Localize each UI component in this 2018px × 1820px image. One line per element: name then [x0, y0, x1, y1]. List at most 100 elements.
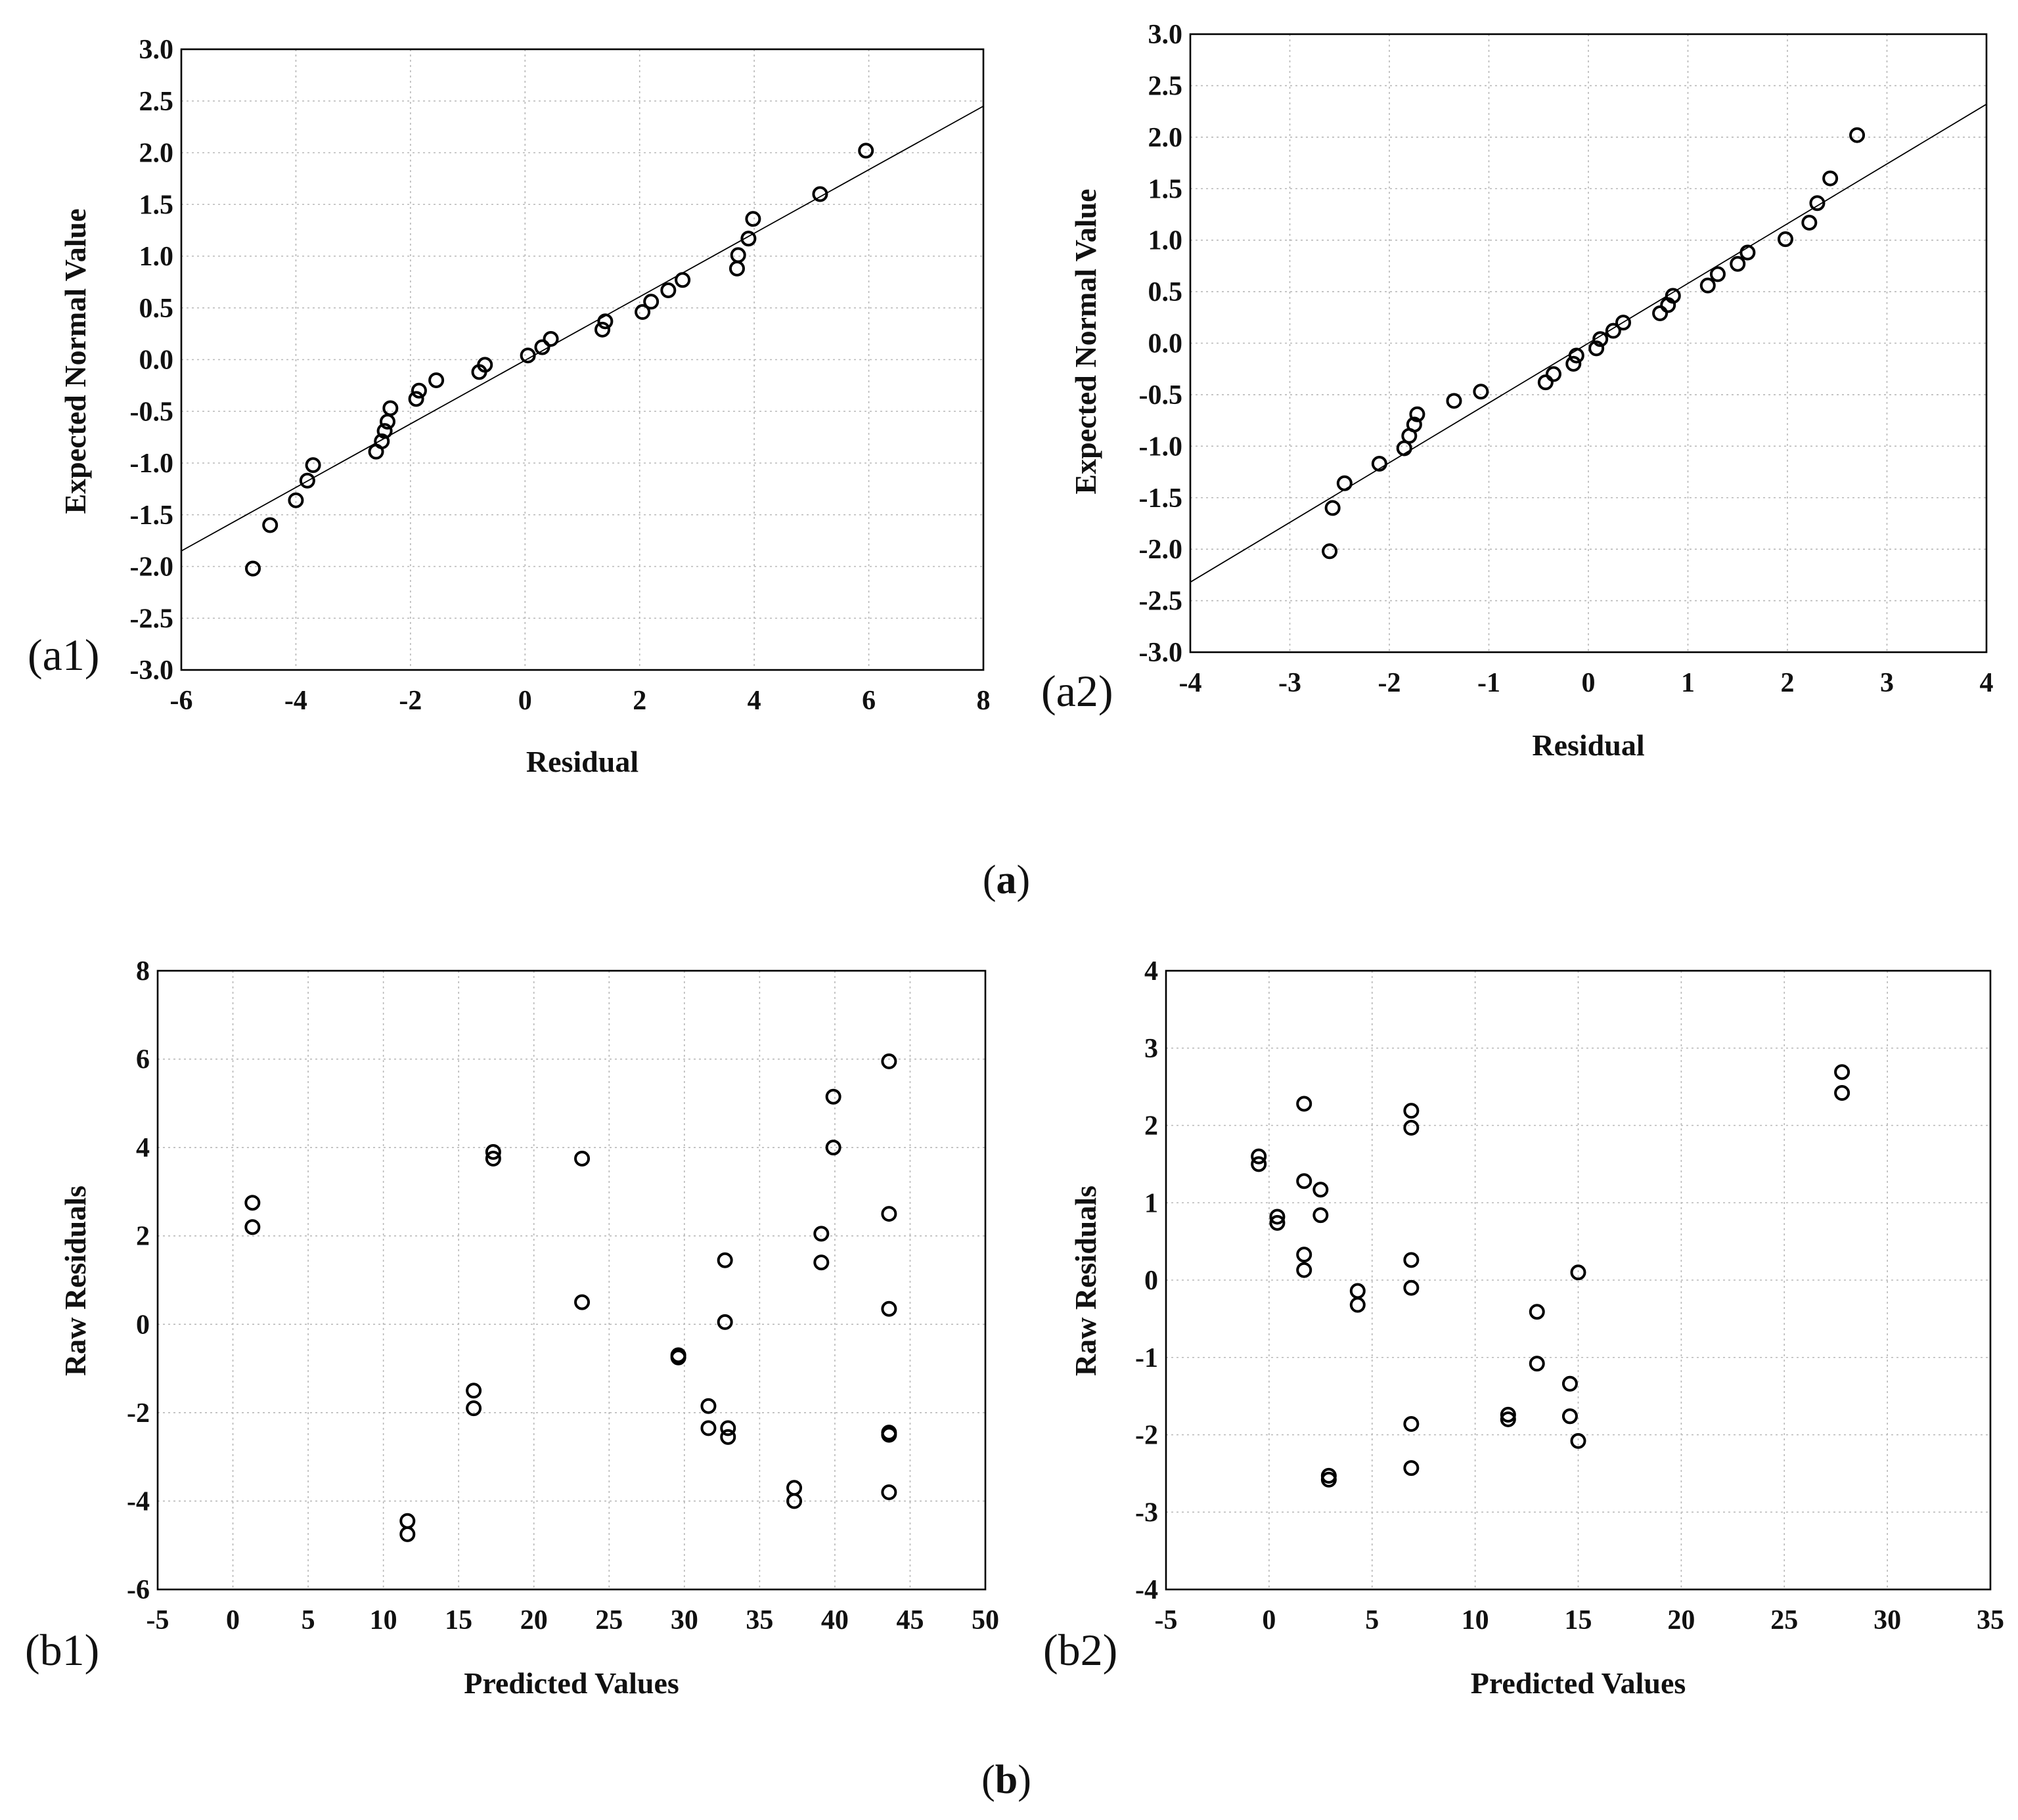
b2-y-tick-label: 4	[1144, 956, 1158, 987]
b1-data-point	[825, 1088, 841, 1105]
a2-y-tick-label: 1.0	[1148, 226, 1183, 256]
caption-a: (a)	[983, 858, 1030, 902]
chart-a2: -4 -3 -2 -1 0 1 2 3 4 -3.0 -2.5 -2.0 -1.5 -1.0 -0.5 0.0…	[1041, 20, 1994, 762]
a1-y-tick-label: 1.5	[139, 190, 174, 220]
a1-x-tick-label: -6	[170, 686, 193, 716]
a1-data-point	[477, 357, 493, 373]
a1-data-point	[740, 231, 757, 247]
a1-data-point	[597, 313, 614, 330]
b1-data-point	[399, 1513, 416, 1529]
a2-data-point	[1709, 266, 1726, 282]
b2-data-point	[1403, 1252, 1420, 1268]
a2-y-tick-label: -1.5	[1139, 483, 1183, 514]
a1-data-point	[299, 472, 315, 489]
a1-data-point	[534, 339, 550, 355]
a1-y-tick-label: -2.0	[130, 552, 174, 583]
a1-y-tick-label: 0.0	[139, 345, 174, 376]
a1-data-point	[382, 400, 399, 416]
b2-data-point	[1570, 1432, 1586, 1449]
b2-x-tick-label: 0	[1262, 1605, 1276, 1635]
b2-data-point	[1403, 1416, 1420, 1432]
a1-x-tick-label: 4	[748, 686, 761, 716]
a2-data-point	[1537, 374, 1554, 391]
b2-data-point	[1312, 1207, 1329, 1224]
chart-b2: -5 0 5 10 15 20 25 30 35 -4 -3 -2 -1 0 1 2 3 4 Predicted V…	[1043, 956, 2004, 1700]
a1-data-point	[635, 304, 651, 321]
a1-y-tick-label: 2.5	[139, 87, 174, 117]
a1-data-point	[643, 294, 660, 310]
b2-data-point	[1561, 1375, 1578, 1392]
a2-x-tick-label: -2	[1378, 668, 1401, 698]
a2-y-tick-label: 3.0	[1148, 20, 1183, 50]
a2-y-tick-label: -0.5	[1139, 380, 1183, 411]
b1-data-point	[466, 1383, 482, 1399]
b2-y-tick-label: 0	[1144, 1266, 1158, 1296]
a1-y-tick-label: -2.5	[130, 604, 174, 634]
a2-y-tick-label: 0.0	[1148, 329, 1183, 359]
b1-x-tick-label: 20	[520, 1605, 548, 1635]
b1-plot-frame	[156, 969, 987, 1591]
a2-data-point	[1565, 355, 1582, 372]
b1-data-point	[700, 1420, 717, 1436]
b1-data-point	[825, 1140, 841, 1156]
a2-data-point	[1739, 244, 1756, 261]
a2-x-tick-label: 4	[1980, 668, 1994, 698]
b2-panel-label: (b2)	[1043, 1625, 1117, 1675]
b2-plot-frame	[1165, 969, 1992, 1591]
a1-data-point	[543, 331, 559, 347]
b1-data-point	[786, 1493, 803, 1509]
b2-data-point	[1296, 1096, 1312, 1112]
b2-data-point	[1834, 1085, 1850, 1101]
a1-data-point	[858, 143, 874, 159]
a2-data-point	[1545, 366, 1561, 382]
chart-a1: -6 -4 -2 0 2 4 6 8 -3.0 -2.5 -2.0 -1.5 -1.0 -0.5 0.0 0.…	[28, 35, 991, 778]
b2-x-tick-label: 25	[1770, 1605, 1798, 1635]
a2-x-axis-label: Residual	[1532, 728, 1644, 762]
a2-x-tick-label: 2	[1781, 668, 1795, 698]
a2-data-point	[1409, 406, 1425, 422]
b1-data-point	[670, 1349, 686, 1365]
b1-y-tick-label: 6	[136, 1045, 150, 1075]
b1-data-point	[720, 1429, 736, 1445]
a2-data-point	[1652, 305, 1669, 322]
a2-y-tick-label: -2.0	[1139, 535, 1183, 565]
b2-data-point	[1251, 1148, 1267, 1165]
a2-data-point	[1324, 500, 1341, 516]
b1-x-tick-label: 10	[370, 1605, 397, 1635]
b1-y-tick-label: -6	[127, 1575, 150, 1605]
b1-data-point	[574, 1150, 591, 1166]
a1-x-tick-label: 6	[862, 686, 876, 716]
a2-data-point	[1322, 543, 1338, 560]
b2-data-point	[1349, 1297, 1366, 1313]
a2-y-tick-label: -3.0	[1139, 638, 1183, 668]
a1-y-tick-label: -0.5	[130, 397, 174, 427]
b1-data-point	[717, 1314, 733, 1330]
a2-y-tick-label: -2.5	[1139, 587, 1183, 617]
a1-x-tick-label: 0	[518, 686, 532, 716]
b1-data-point	[466, 1400, 482, 1417]
b2-x-axis-label: Predicted Values	[1471, 1666, 1686, 1700]
b1-data-point	[786, 1480, 803, 1496]
b1-data-point	[813, 1254, 830, 1271]
b1-data-point	[881, 1484, 897, 1500]
a2-x-tick-label: 0	[1582, 668, 1596, 698]
b1-x-tick-label: 25	[595, 1605, 623, 1635]
caption-b: (b)	[981, 1758, 1031, 1802]
a2-y-tick-label: 0.5	[1148, 277, 1183, 307]
a1-data-point	[745, 211, 761, 227]
b2-y-tick-label: -3	[1135, 1498, 1158, 1528]
a2-data-point	[1588, 340, 1605, 357]
a1-data-point	[729, 260, 745, 277]
a2-x-tick-label: 1	[1681, 668, 1695, 698]
a1-data-point	[428, 372, 445, 388]
a2-data-point	[1730, 255, 1746, 272]
a1-y-tick-label: 1.0	[139, 242, 174, 272]
a1-data-point	[520, 347, 536, 364]
b2-data-point	[1403, 1120, 1420, 1136]
a1-y-tick-label: -3.0	[130, 655, 174, 686]
b1-data-point	[399, 1526, 416, 1542]
a2-fit-line	[1190, 103, 1986, 583]
b1-x-tick-label: 35	[746, 1605, 773, 1635]
b2-data-point	[1403, 1279, 1420, 1296]
b2-x-tick-label: -5	[1155, 1605, 1178, 1635]
